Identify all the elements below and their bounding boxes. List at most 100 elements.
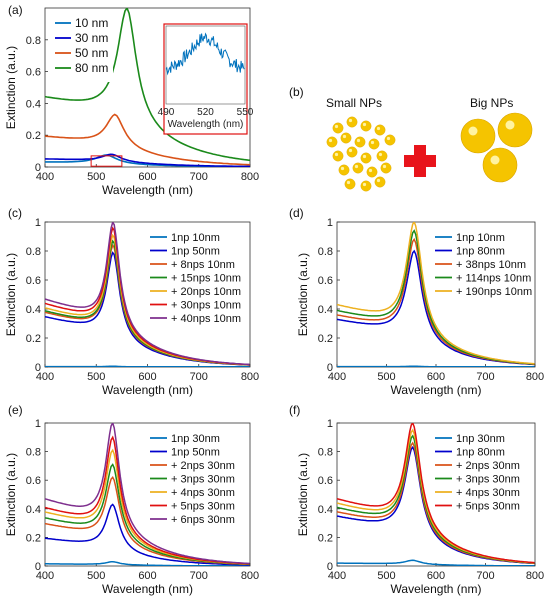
inset-x-tick-label: 490 xyxy=(158,107,175,118)
legend-entry: + 2nps 30nm xyxy=(456,460,520,472)
particle-highlight xyxy=(468,126,478,136)
y-tick-label: 0.6 xyxy=(318,275,333,287)
series-line--5nps-30nm xyxy=(337,423,535,564)
series-line-1np-30nm xyxy=(45,560,250,566)
x-axis-label: Wavelength (nm) xyxy=(102,383,193,397)
particle-highlight xyxy=(348,148,353,153)
y-tick-label: 0.4 xyxy=(26,304,41,316)
particle-highlight xyxy=(362,154,367,159)
legend-entry: + 38nps 10nm xyxy=(456,259,526,271)
y-tick-label: 0 xyxy=(327,362,333,374)
y-axis-label: Extinction (a.u.) xyxy=(4,253,18,336)
small-nanoparticle xyxy=(360,120,372,132)
x-tick-label: 700 xyxy=(476,371,494,383)
x-tick-label: 600 xyxy=(138,371,156,383)
legend-entry: 1np 30nm xyxy=(171,433,220,445)
y-tick-label: 0.8 xyxy=(318,246,333,258)
series-line--6nps-30nm xyxy=(45,423,250,565)
zoom-region-box xyxy=(90,155,123,167)
y-tick-label: 1 xyxy=(327,217,333,229)
panel-f: 400 500 600 700 800 0 0.2 0.4 0.6 0.8 1 Wavelength … xyxy=(289,403,544,596)
big-nanoparticle xyxy=(460,118,496,154)
particle-highlight xyxy=(376,126,381,131)
small-nanoparticle xyxy=(374,124,386,136)
y-tick-label: 0 xyxy=(35,162,41,174)
legend-entry: + 6nps 30nm xyxy=(171,514,235,526)
y-tick-label: 0.2 xyxy=(318,532,333,544)
small-nanoparticle xyxy=(332,150,344,162)
series-line-30-nm xyxy=(45,153,250,167)
x-tick-label: 500 xyxy=(87,371,105,383)
small-nanoparticles-cluster xyxy=(326,116,396,192)
legend-entry: + 190nps 10nm xyxy=(456,286,532,298)
particle-highlight xyxy=(334,124,339,129)
x-tick-label: 800 xyxy=(526,570,544,582)
small-nanoparticle xyxy=(360,180,372,192)
y-tick-label: 0.6 xyxy=(26,475,41,487)
small-nanoparticle xyxy=(352,162,364,174)
y-tick-label: 0.6 xyxy=(26,275,41,287)
small-nps-caption: Small NPs xyxy=(326,96,382,110)
y-tick-label: 0.4 xyxy=(26,98,41,110)
x-axis-label: Wavelength (nm) xyxy=(102,183,193,197)
small-nanoparticle xyxy=(344,178,356,190)
x-axis-label: Wavelength (nm) xyxy=(102,582,193,596)
small-nanoparticle xyxy=(384,134,396,146)
y-axis-label: Extinction (a.u.) xyxy=(296,453,310,536)
x-tick-label: 500 xyxy=(377,570,395,582)
plot-area xyxy=(44,422,251,567)
legend-entry: 1np 50nm xyxy=(171,447,220,459)
legend-entry: 80 nm xyxy=(75,61,108,75)
panel-label: (f) xyxy=(289,403,300,417)
series-line-1np-50nm xyxy=(45,503,250,566)
legend-entry: 30 nm xyxy=(75,31,108,45)
y-tick-label: 1 xyxy=(327,418,333,430)
legend-entry: 1np 30nm xyxy=(456,433,505,445)
particle-highlight xyxy=(348,118,353,123)
legend-entry: + 5nps 30nm xyxy=(171,501,235,513)
series-line-80-nm xyxy=(45,8,250,162)
small-nanoparticle xyxy=(326,136,338,148)
panel-label: (d) xyxy=(289,206,304,220)
y-axis-label: Extinction (a.u.) xyxy=(4,46,18,129)
plot-area xyxy=(336,221,536,368)
legend-entry: 1np 50nm xyxy=(171,246,220,258)
legend-entry: + 2nps 30nm xyxy=(171,460,235,472)
panel-c: 400 500 600 700 800 0 0.2 0.4 0.6 0.8 1 Wavelength … xyxy=(4,206,259,397)
panel-label: (a) xyxy=(8,3,23,17)
legend-entry: + 8nps 10nm xyxy=(171,259,235,271)
legend-entry: 1np 10nm xyxy=(171,232,220,244)
y-axis-label: Extinction (a.u.) xyxy=(296,253,310,336)
particle-highlight xyxy=(378,152,383,157)
legend-entry: + 20nps 10nm xyxy=(171,286,241,298)
y-tick-label: 0.4 xyxy=(318,304,333,316)
inset-x-axis-label: Wavelength (nm) xyxy=(168,119,244,130)
x-tick-label: 700 xyxy=(476,570,494,582)
y-tick-label: 0.4 xyxy=(318,504,333,516)
small-nanoparticle xyxy=(338,164,350,176)
plot-area xyxy=(336,422,536,567)
legend-box xyxy=(51,14,113,82)
panel-b-label: (b) xyxy=(289,85,304,99)
y-tick-label: 0.4 xyxy=(26,504,41,516)
small-nanoparticle xyxy=(374,176,386,188)
y-tick-label: 0.6 xyxy=(318,475,333,487)
series-line--190nps-10nm xyxy=(337,222,535,365)
small-nanoparticle xyxy=(360,152,372,164)
y-tick-label: 0.2 xyxy=(318,333,333,345)
legend-entry: 1np 80nm xyxy=(456,447,505,459)
x-tick-label: 400 xyxy=(36,570,54,582)
x-tick-label: 600 xyxy=(138,570,156,582)
particle-highlight xyxy=(356,138,361,143)
x-tick-label: 500 xyxy=(377,371,395,383)
legend-entry: + 4nps 30nm xyxy=(456,487,520,499)
big-nanoparticles-group xyxy=(460,112,533,183)
y-tick-label: 0 xyxy=(327,561,333,573)
inset-x-tick-label: 520 xyxy=(197,107,214,118)
series-line-50-nm xyxy=(45,113,250,166)
x-tick-label: 800 xyxy=(241,371,259,383)
x-tick-label: 400 xyxy=(328,570,346,582)
legend-entry: + 3nps 30nm xyxy=(456,474,520,486)
x-tick-label: 800 xyxy=(241,570,259,582)
big-nanoparticle xyxy=(497,112,533,148)
